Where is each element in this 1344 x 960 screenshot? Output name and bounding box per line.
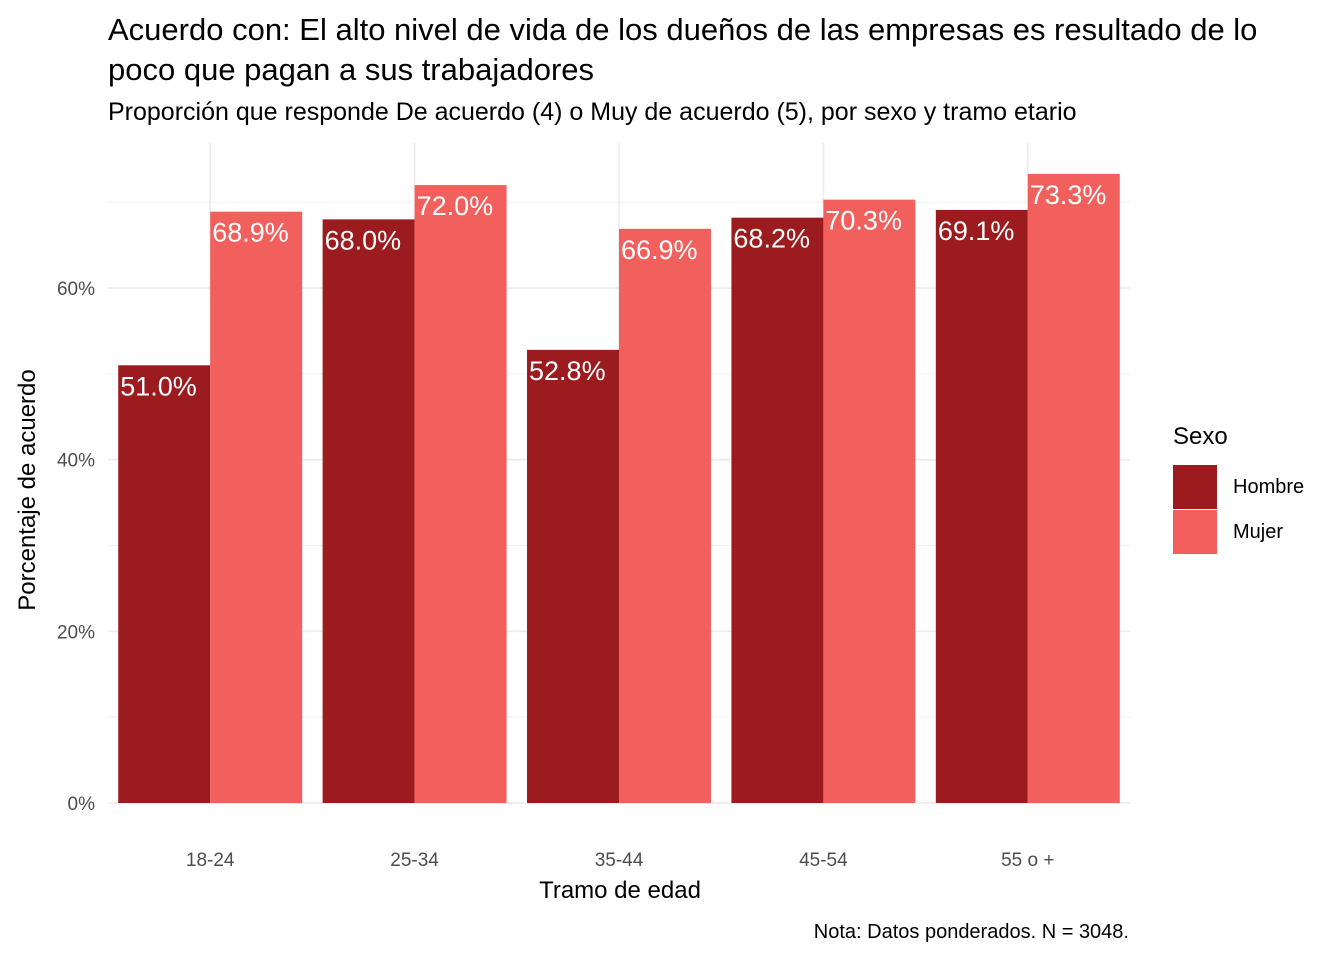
bar-hombre xyxy=(935,209,1028,803)
y-axis-label: Porcentaje de acuerdo xyxy=(14,369,41,611)
data-label: 66.9% xyxy=(621,235,698,265)
data-label: 52.8% xyxy=(529,356,606,386)
data-label: 73.3% xyxy=(1030,180,1107,210)
data-label: 69.1% xyxy=(938,216,1015,246)
data-label: 68.0% xyxy=(325,225,402,255)
y-tick-label: 60% xyxy=(57,279,95,300)
x-tick-label: 45-54 xyxy=(799,850,848,871)
chart-subtitle: Proporción que responde De acuerdo (4) o… xyxy=(108,98,1077,126)
bar-mujer xyxy=(619,228,711,803)
bar-hombre xyxy=(118,365,211,803)
chart-caption: Nota: Datos ponderados. N = 3048. xyxy=(813,921,1129,943)
x-tick-label: 35-44 xyxy=(595,850,644,871)
bar-hombre xyxy=(527,349,619,803)
legend-label-mujer: Mujer xyxy=(1233,520,1284,543)
data-label: 68.2% xyxy=(733,224,810,254)
y-tick-label: 0% xyxy=(68,794,96,815)
bar-mujer xyxy=(823,199,916,803)
y-tick-label: 20% xyxy=(57,622,95,643)
bar-mujer xyxy=(1027,173,1120,803)
legend-item-hombre: Hombre xyxy=(1173,465,1304,509)
data-label: 72.0% xyxy=(417,191,494,221)
legend-swatch-hombre xyxy=(1173,465,1217,509)
legend-title: Sexo xyxy=(1173,423,1228,450)
legend: Sexo Hombre Mujer xyxy=(1173,423,1304,555)
bar-mujer xyxy=(210,211,303,804)
data-label: 51.0% xyxy=(120,371,197,401)
x-tick-label: 55 o + xyxy=(1001,850,1054,871)
x-axis-label: Tramo de edad xyxy=(539,877,701,904)
legend-item-mujer: Mujer xyxy=(1173,510,1304,554)
chart-title: Acuerdo con: El alto nivel de vida de lo… xyxy=(108,12,1258,87)
bar-mujer xyxy=(414,185,507,803)
y-tick-label: 40% xyxy=(57,451,95,472)
data-label: 70.3% xyxy=(825,206,902,236)
data-label: 68.9% xyxy=(212,218,289,248)
x-tick-label: 25-34 xyxy=(390,850,439,871)
x-tick-label: 18-24 xyxy=(186,850,235,871)
legend-label-hombre: Hombre xyxy=(1233,475,1305,498)
bar-hombre xyxy=(731,217,824,803)
legend-swatch-mujer xyxy=(1173,510,1217,554)
bar-hombre xyxy=(322,219,415,804)
